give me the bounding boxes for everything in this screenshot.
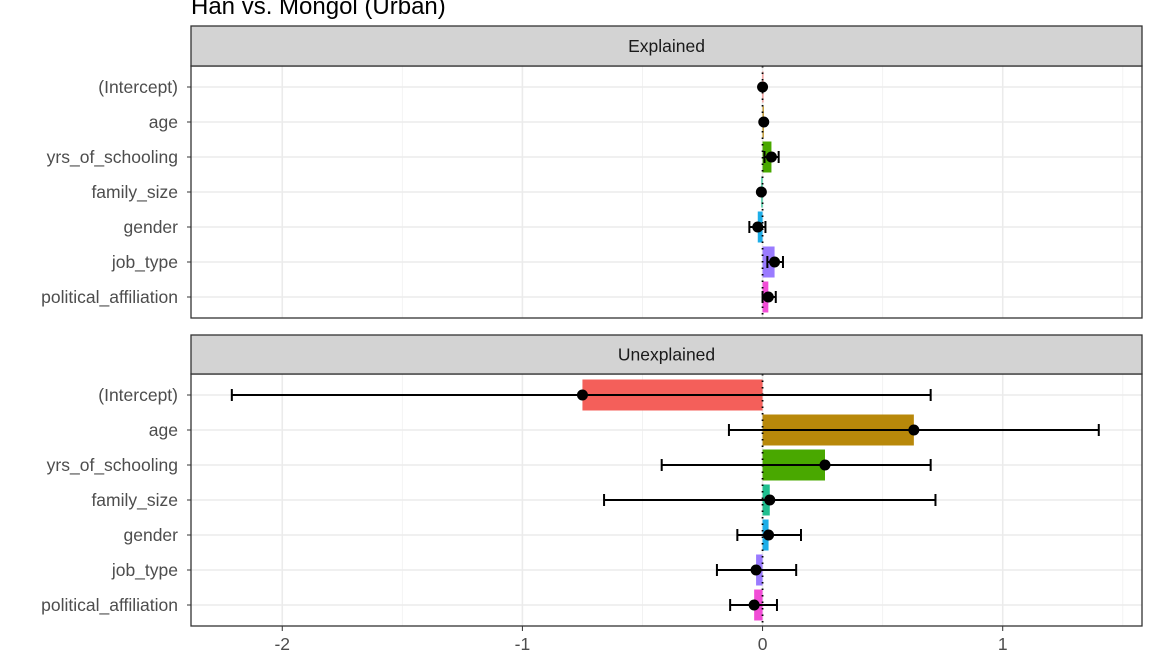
y-tick-label: (Intercept) <box>98 77 178 97</box>
facet-panel-unexplained: (Intercept) age yrs_of_schooling family_siz… <box>41 334 1143 627</box>
y-tick-label: yrs_of_schooling <box>47 455 178 476</box>
y-tick-label: family_size <box>91 490 178 511</box>
y-tick-label: job_type <box>111 252 178 273</box>
y-tick-label: (Intercept) <box>98 385 178 405</box>
y-tick-label: gender <box>124 525 179 545</box>
facet-strip <box>190 25 1143 67</box>
x-tick-label: 0 <box>758 634 768 654</box>
point-estimate <box>765 151 777 163</box>
point-estimate <box>763 529 775 541</box>
point-estimate <box>764 494 776 506</box>
facet-strip-label: Explained <box>628 36 705 56</box>
point-estimate <box>748 599 760 611</box>
facet-strip <box>190 334 1143 375</box>
facet-strip-label: Unexplained <box>618 345 715 365</box>
point-estimate <box>755 186 767 198</box>
x-tick-label: -2 <box>274 634 290 654</box>
point-estimate <box>758 116 770 128</box>
point-estimate <box>752 221 764 233</box>
y-tick-label: gender <box>124 217 179 237</box>
y-tick-label: political_affiliation <box>41 287 178 308</box>
y-tick-label: yrs_of_schooling <box>47 147 178 168</box>
facet-panel-explained: (Intercept) age yrs_of_schooling family_siz… <box>41 25 1143 319</box>
point-estimate <box>576 389 588 401</box>
x-tick-label: -1 <box>515 634 531 654</box>
y-tick-label: age <box>149 112 178 132</box>
point-estimate <box>819 459 831 471</box>
y-tick-label: political_affiliation <box>41 595 178 616</box>
point-estimate <box>750 564 762 576</box>
x-tick-label: 1 <box>998 634 1008 654</box>
point-estimate <box>908 424 920 436</box>
chart-title: Han vs. Mongol (Urban) <box>191 0 446 20</box>
y-tick-label: family_size <box>91 182 178 203</box>
point-estimate <box>769 256 781 268</box>
y-tick-label: job_type <box>111 560 178 581</box>
point-estimate <box>762 291 774 303</box>
y-tick-label: age <box>149 420 178 440</box>
point-estimate <box>757 81 769 93</box>
